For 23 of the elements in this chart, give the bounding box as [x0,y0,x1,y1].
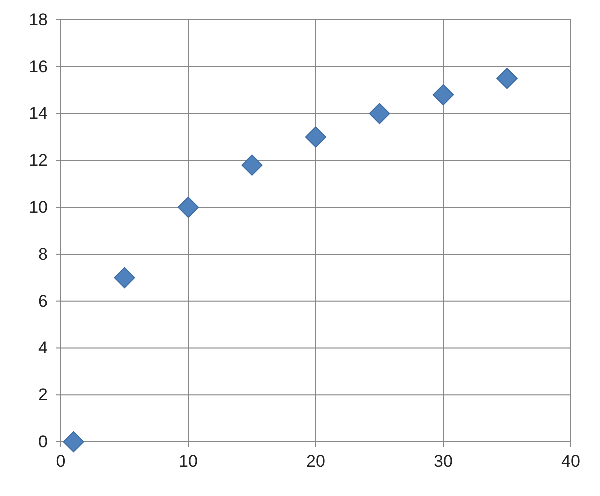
point [369,103,390,124]
x-tick-label: 10 [179,452,198,472]
point [305,126,327,148]
x-tick-label: 0 [56,452,66,472]
x-tick-label: 30 [434,452,453,472]
y-tick-label: 4 [38,338,48,358]
y-tick-label: 10 [29,198,48,217]
y-tick-label: 2 [38,386,48,405]
y-tick-label: 8 [38,244,48,264]
point [114,267,136,288]
y-tick-label: 16 [29,57,48,76]
y-tick-label: 0 [38,432,48,452]
x-tick-label: 20 [306,452,326,472]
y-tick-label: 6 [38,292,48,311]
y-tick-label: 12 [29,151,48,170]
point [178,196,200,218]
y-tick-label: 18 [29,10,48,30]
point [242,154,263,176]
point [496,68,518,90]
y-tick-label: 14 [29,104,48,124]
x-tick-label: 40 [562,452,580,472]
point [432,84,454,106]
point [63,431,84,453]
